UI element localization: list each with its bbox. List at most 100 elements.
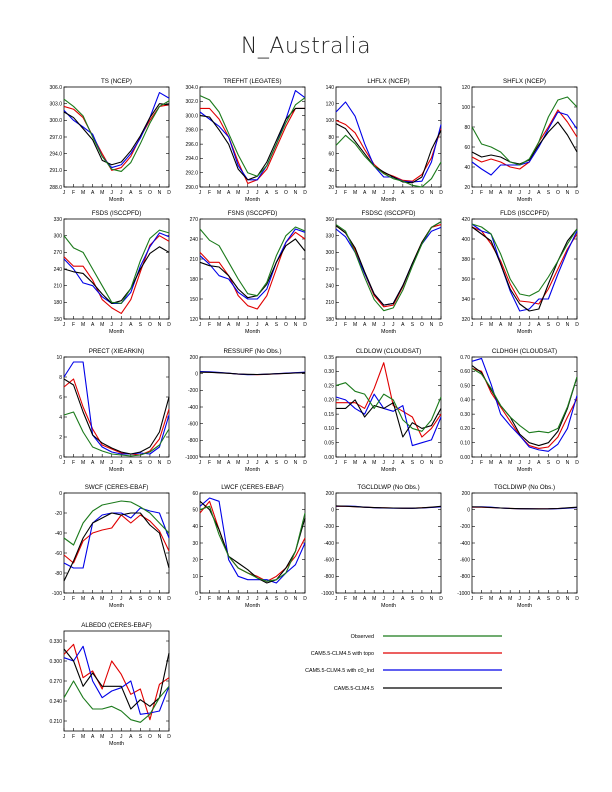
x-tick-label: J bbox=[120, 322, 123, 328]
x-tick-label: M bbox=[236, 596, 240, 602]
x-tick-label: M bbox=[81, 734, 85, 740]
y-tick-label: 0.10 bbox=[324, 426, 334, 432]
x-axis-label: Month bbox=[109, 329, 124, 335]
y-tick-label: 0.20 bbox=[324, 398, 334, 404]
y-tick-label: -40 bbox=[55, 531, 62, 537]
x-tick-label: M bbox=[217, 322, 221, 328]
x-tick-label: J bbox=[471, 190, 474, 196]
y-tick-label: 306.0 bbox=[49, 85, 62, 91]
x-tick-label: J bbox=[392, 322, 395, 328]
x-tick-label: J bbox=[199, 190, 202, 196]
x-tick-label: D bbox=[575, 190, 579, 196]
series-line-cam5-5-clm4-5 bbox=[335, 505, 442, 509]
y-tick-label: -600 bbox=[324, 557, 334, 563]
x-tick-label: S bbox=[547, 322, 551, 328]
y-tick-label: -20 bbox=[55, 511, 62, 517]
x-tick-label: J bbox=[382, 190, 385, 196]
y-tick-label: 0.300 bbox=[49, 659, 62, 665]
y-tick-label: 200 bbox=[326, 491, 335, 497]
series-line-observed bbox=[199, 505, 306, 582]
y-tick-label: 270 bbox=[190, 217, 199, 223]
x-tick-label: M bbox=[353, 460, 357, 466]
x-tick-label: J bbox=[63, 734, 66, 740]
x-tick-label: M bbox=[100, 734, 104, 740]
y-tick-label: 150 bbox=[54, 317, 63, 323]
y-tick-label: 20 bbox=[328, 185, 334, 191]
y-tick-label: 297.0 bbox=[49, 135, 62, 141]
subplot-title: PRECT (XIEARKIN) bbox=[89, 348, 145, 355]
y-tick-label: 0.05 bbox=[324, 441, 334, 447]
y-tick-label: -800 bbox=[188, 438, 198, 444]
x-tick-label: J bbox=[392, 190, 395, 196]
x-tick-label: J bbox=[518, 190, 521, 196]
series-line-cam5-5-clm4-5 bbox=[471, 365, 578, 447]
page-title: N_Australia bbox=[240, 34, 372, 59]
x-tick-label: J bbox=[199, 322, 202, 328]
x-tick-label: N bbox=[294, 460, 298, 466]
x-tick-label: A bbox=[227, 322, 231, 328]
x-axis-label: Month bbox=[245, 603, 260, 609]
y-tick-label: 8 bbox=[59, 375, 62, 381]
subplot-title: FSDS (ISCCPFD) bbox=[92, 210, 142, 217]
series-line-observed bbox=[199, 226, 306, 297]
y-tick-label: 210 bbox=[190, 257, 199, 263]
subplot-title: LWCF (CERES-EBAF) bbox=[221, 484, 283, 491]
y-tick-label: 0.30 bbox=[324, 369, 334, 375]
x-tick-label: F bbox=[344, 460, 347, 466]
plot-frame bbox=[63, 630, 170, 732]
y-tick-label: 300 bbox=[326, 250, 335, 256]
x-tick-label: J bbox=[110, 734, 113, 740]
x-tick-label: M bbox=[508, 596, 512, 602]
y-tick-label: 40 bbox=[192, 524, 198, 530]
x-tick-label: M bbox=[100, 460, 104, 466]
y-tick-label: 0.30 bbox=[460, 412, 470, 418]
series-line-cam5-5-clm4-5 bbox=[199, 107, 305, 181]
x-tick-label: D bbox=[439, 596, 443, 602]
series-line-cam5-5-clm4-5-with-c0-ind bbox=[471, 357, 578, 452]
x-tick-label: M bbox=[489, 322, 493, 328]
x-tick-label: M bbox=[100, 322, 104, 328]
x-tick-label: A bbox=[499, 322, 503, 328]
x-tick-label: J bbox=[120, 460, 123, 466]
series-line-cam5-5-clm4-5 bbox=[63, 512, 170, 582]
plot-frame bbox=[199, 492, 306, 594]
x-tick-label: F bbox=[344, 322, 347, 328]
x-tick-label: J bbox=[471, 460, 474, 466]
series-line-cam5-5-clm4-5-with-topo bbox=[471, 226, 578, 305]
x-tick-label: N bbox=[158, 322, 162, 328]
x-tick-label: N bbox=[430, 190, 434, 196]
y-tick-label: 120 bbox=[462, 85, 471, 91]
subplot-title: SHFLX (NCEP) bbox=[503, 78, 546, 85]
x-tick-label: J bbox=[471, 322, 474, 328]
subplot-12: CLDHGH (CLOUDSAT) 0.00 0.10 0.20 0.30 0.40 0.5… bbox=[460, 348, 579, 473]
x-axis-label: Month bbox=[109, 603, 124, 609]
x-tick-label: A bbox=[91, 596, 95, 602]
x-tick-label: F bbox=[72, 460, 75, 466]
x-tick-label: J bbox=[110, 460, 113, 466]
y-tick-label: 200 bbox=[190, 355, 199, 361]
subplot-title: FLDS (ISCCPFD) bbox=[500, 210, 549, 217]
y-tick-label: 270 bbox=[54, 250, 63, 256]
x-tick-label: S bbox=[275, 460, 279, 466]
series-line-cam5-5-clm4-5-with-c0-ind bbox=[63, 645, 170, 715]
x-tick-label: A bbox=[537, 596, 541, 602]
x-tick-label: D bbox=[439, 322, 443, 328]
y-tick-label: 304.0 bbox=[185, 85, 198, 91]
x-tick-label: A bbox=[129, 322, 133, 328]
series-line-cam5-5-clm4-5 bbox=[63, 648, 170, 710]
x-tick-label: J bbox=[471, 596, 474, 602]
x-axis-label: Month bbox=[245, 329, 260, 335]
series-line-cam5-5-clm4-5-with-c0-ind bbox=[471, 223, 578, 312]
x-tick-label: J bbox=[110, 596, 113, 602]
plot-frame bbox=[199, 86, 306, 188]
x-axis-label: Month bbox=[245, 197, 260, 203]
x-tick-label: M bbox=[236, 322, 240, 328]
y-tick-label: 0.240 bbox=[49, 699, 62, 705]
series-line-cam5-5-clm4-5-with-c0-ind bbox=[63, 361, 170, 455]
x-axis-label: Month bbox=[517, 467, 532, 473]
x-tick-label: A bbox=[499, 460, 503, 466]
y-tick-label: 60 bbox=[464, 145, 470, 151]
y-tick-label: 340 bbox=[462, 297, 471, 303]
x-tick-label: S bbox=[139, 322, 143, 328]
